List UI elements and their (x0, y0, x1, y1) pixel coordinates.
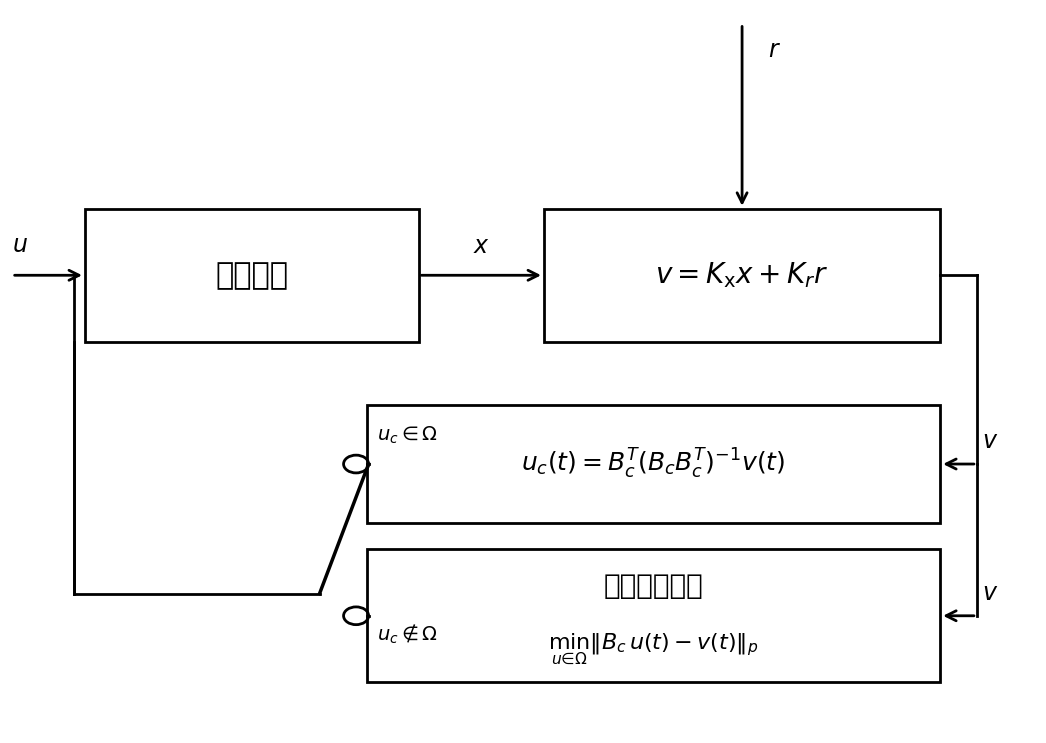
Text: 遗传算法求解: 遗传算法求解 (604, 572, 703, 600)
Bar (85, 209, 418, 342)
Text: $r$: $r$ (768, 39, 781, 62)
Text: $v=K_{\mathrm{x}}x+K_r r$: $v=K_{\mathrm{x}}x+K_r r$ (656, 260, 828, 291)
Text: $u_c \notin \Omega$: $u_c \notin \Omega$ (377, 623, 438, 646)
Bar (544, 209, 940, 342)
Text: $u$: $u$ (12, 233, 28, 257)
Text: 冗余系统: 冗余系统 (215, 261, 289, 290)
Text: $x$: $x$ (473, 234, 490, 259)
Bar (366, 405, 940, 523)
Text: $u_c \in \Omega$: $u_c \in \Omega$ (377, 424, 438, 446)
Text: $u_c(t)=B_c^T(B_cB_c^T)^{-1}v(t)$: $u_c(t)=B_c^T(B_cB_c^T)^{-1}v(t)$ (521, 447, 786, 481)
Text: $v$: $v$ (982, 581, 998, 605)
Text: $v$: $v$ (982, 429, 998, 453)
Text: $\min_{u\in\Omega}\|B_c u(t)-v(t)\|_p$: $\min_{u\in\Omega}\|B_c u(t)-v(t)\|_p$ (548, 632, 758, 667)
Bar (366, 549, 940, 682)
